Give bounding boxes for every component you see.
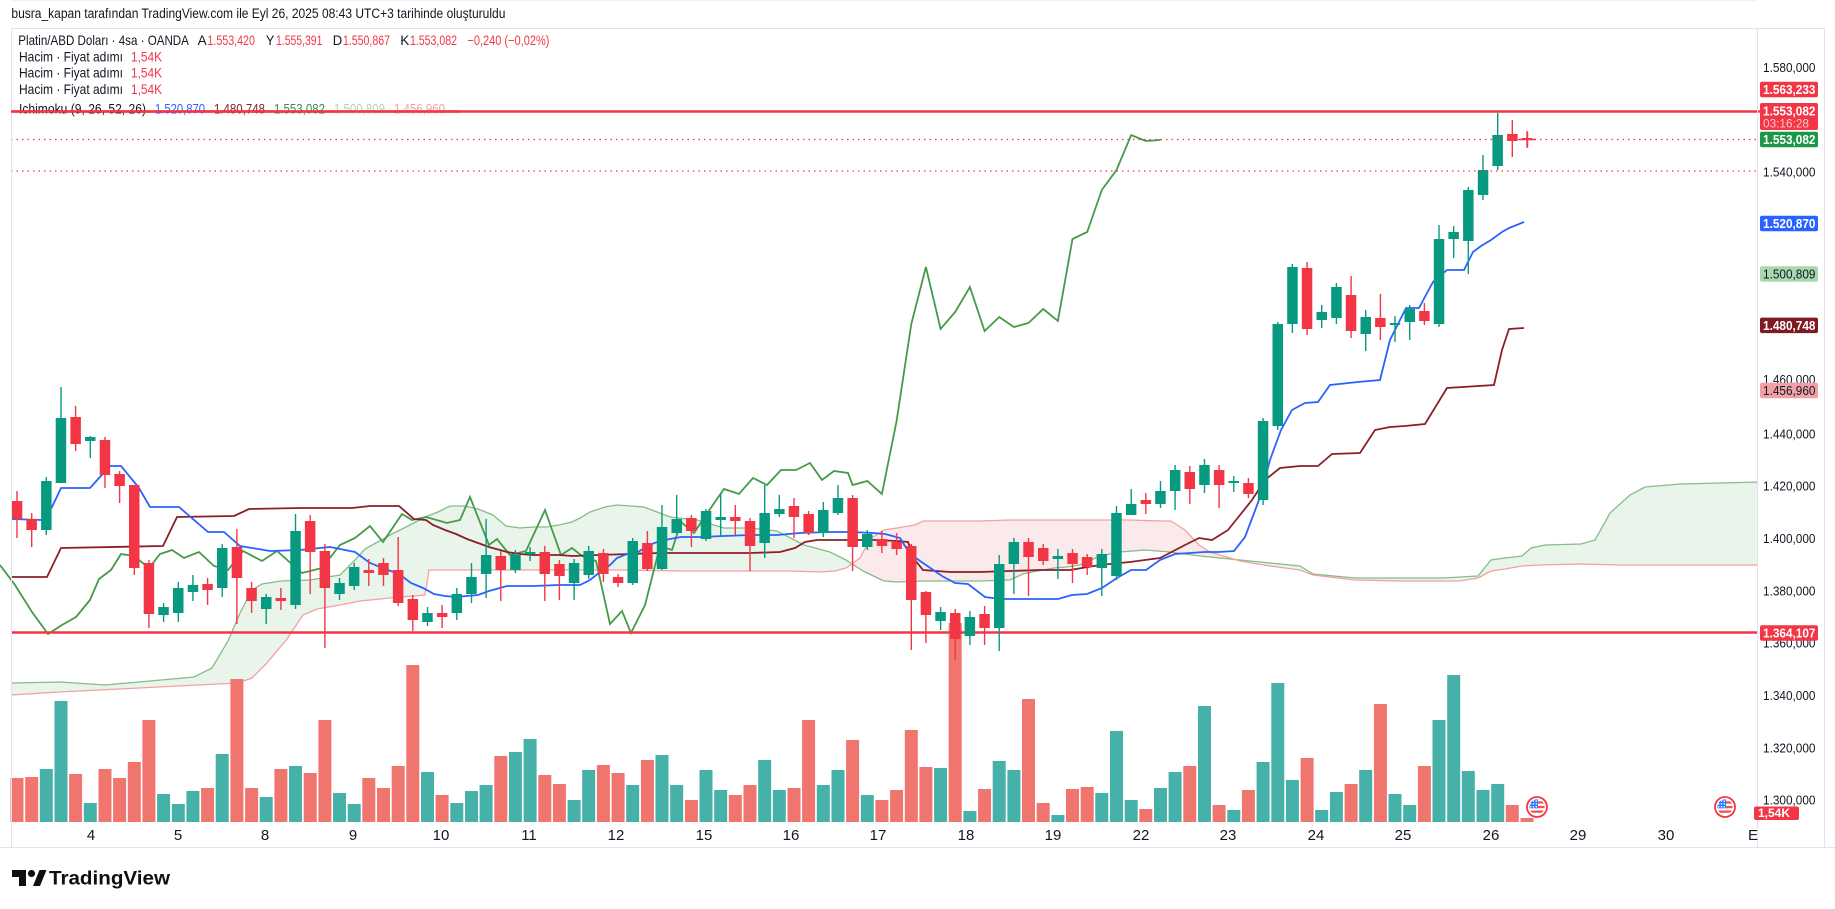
svg-text:29: 29 — [1570, 827, 1587, 844]
svg-text:D: D — [333, 32, 343, 48]
svg-text:4: 4 — [87, 827, 95, 844]
svg-text:8: 8 — [261, 827, 269, 844]
svg-text:1.553,082: 1.553,082 — [410, 32, 457, 48]
svg-text:1.553,420: 1.553,420 — [208, 32, 256, 48]
svg-text:1.580,000: 1.580,000 — [1763, 61, 1816, 75]
svg-text:25: 25 — [1395, 827, 1412, 844]
svg-text:16: 16 — [783, 827, 800, 844]
svg-text:11: 11 — [521, 827, 537, 844]
svg-text:9: 9 — [349, 827, 357, 844]
svg-text:Ichimoku (9, 26, 52, 26): Ichimoku (9, 26, 52, 26) — [19, 100, 146, 116]
svg-text:K: K — [400, 32, 410, 48]
svg-text:1.550,867: 1.550,867 — [343, 32, 390, 48]
svg-text:23: 23 — [1220, 827, 1237, 844]
svg-text:24: 24 — [1308, 827, 1325, 844]
svg-text:1.320,000: 1.320,000 — [1763, 741, 1816, 755]
svg-text:5: 5 — [174, 827, 182, 844]
svg-text:19: 19 — [1045, 827, 1062, 844]
svg-text:1,54K: 1,54K — [131, 65, 163, 81]
svg-text:A: A — [198, 32, 208, 48]
svg-text:1.456,960: 1.456,960 — [1763, 384, 1816, 398]
svg-text:18: 18 — [958, 827, 975, 844]
svg-text:1,54K: 1,54K — [1758, 808, 1791, 820]
svg-text:1.400,000: 1.400,000 — [1763, 532, 1816, 546]
svg-text:1.500,809: 1.500,809 — [334, 100, 385, 116]
svg-text:Platin/ABD Doları · 4sa · OAND: Platin/ABD Doları · 4sa · OANDA — [18, 32, 189, 48]
svg-text:1.555,391: 1.555,391 — [276, 32, 323, 48]
svg-text:15: 15 — [696, 827, 713, 844]
svg-text:TradingView: TradingView — [49, 869, 170, 890]
svg-text:1.480,748: 1.480,748 — [1763, 319, 1816, 333]
svg-text:22: 22 — [1133, 827, 1150, 844]
svg-text:1.380,000: 1.380,000 — [1763, 584, 1816, 598]
svg-text:E: E — [1748, 827, 1758, 844]
svg-text:1.300,000: 1.300,000 — [1763, 794, 1816, 808]
svg-text:Hacim · Fiyat adımı: Hacim · Fiyat adımı — [19, 49, 123, 65]
svg-text:1,54K: 1,54K — [131, 49, 163, 65]
svg-text:1.563,233: 1.563,233 — [1763, 83, 1816, 97]
svg-text:30: 30 — [1658, 827, 1675, 844]
svg-text:12: 12 — [608, 827, 625, 844]
svg-text:busra_kapan tarafından Trading: busra_kapan tarafından TradingView.com i… — [11, 6, 505, 21]
svg-text:1.340,000: 1.340,000 — [1763, 689, 1816, 703]
svg-text:1.520,870: 1.520,870 — [1763, 217, 1816, 231]
svg-text:1.553,082: 1.553,082 — [1763, 133, 1816, 147]
svg-text:1.440,000: 1.440,000 — [1763, 427, 1816, 441]
svg-text:03:16:28: 03:16:28 — [1763, 117, 1809, 131]
svg-text:1.480,748: 1.480,748 — [214, 100, 265, 116]
svg-text:1.364,107: 1.364,107 — [1763, 627, 1816, 641]
svg-text:Hacim · Fiyat adımı: Hacim · Fiyat adımı — [19, 81, 123, 97]
svg-text:1.420,000: 1.420,000 — [1763, 480, 1816, 494]
svg-text:17: 17 — [870, 827, 887, 844]
svg-text:1.500,809: 1.500,809 — [1763, 268, 1816, 282]
svg-text:−0,240 (−0,02%): −0,240 (−0,02%) — [467, 32, 549, 48]
svg-text:1.520,870: 1.520,870 — [155, 100, 205, 116]
svg-text:26: 26 — [1483, 827, 1500, 844]
svg-text:1.540,000: 1.540,000 — [1763, 166, 1816, 180]
svg-text:Hacim · Fiyat adımı: Hacim · Fiyat adımı — [19, 65, 123, 81]
svg-text:Y: Y — [266, 32, 275, 48]
svg-text:1,54K: 1,54K — [131, 81, 163, 97]
svg-text:1.553,082: 1.553,082 — [1763, 105, 1816, 119]
svg-text:1.456,960: 1.456,960 — [394, 100, 445, 116]
svg-text:1.553,082: 1.553,082 — [274, 100, 325, 116]
svg-text:10: 10 — [433, 827, 450, 844]
